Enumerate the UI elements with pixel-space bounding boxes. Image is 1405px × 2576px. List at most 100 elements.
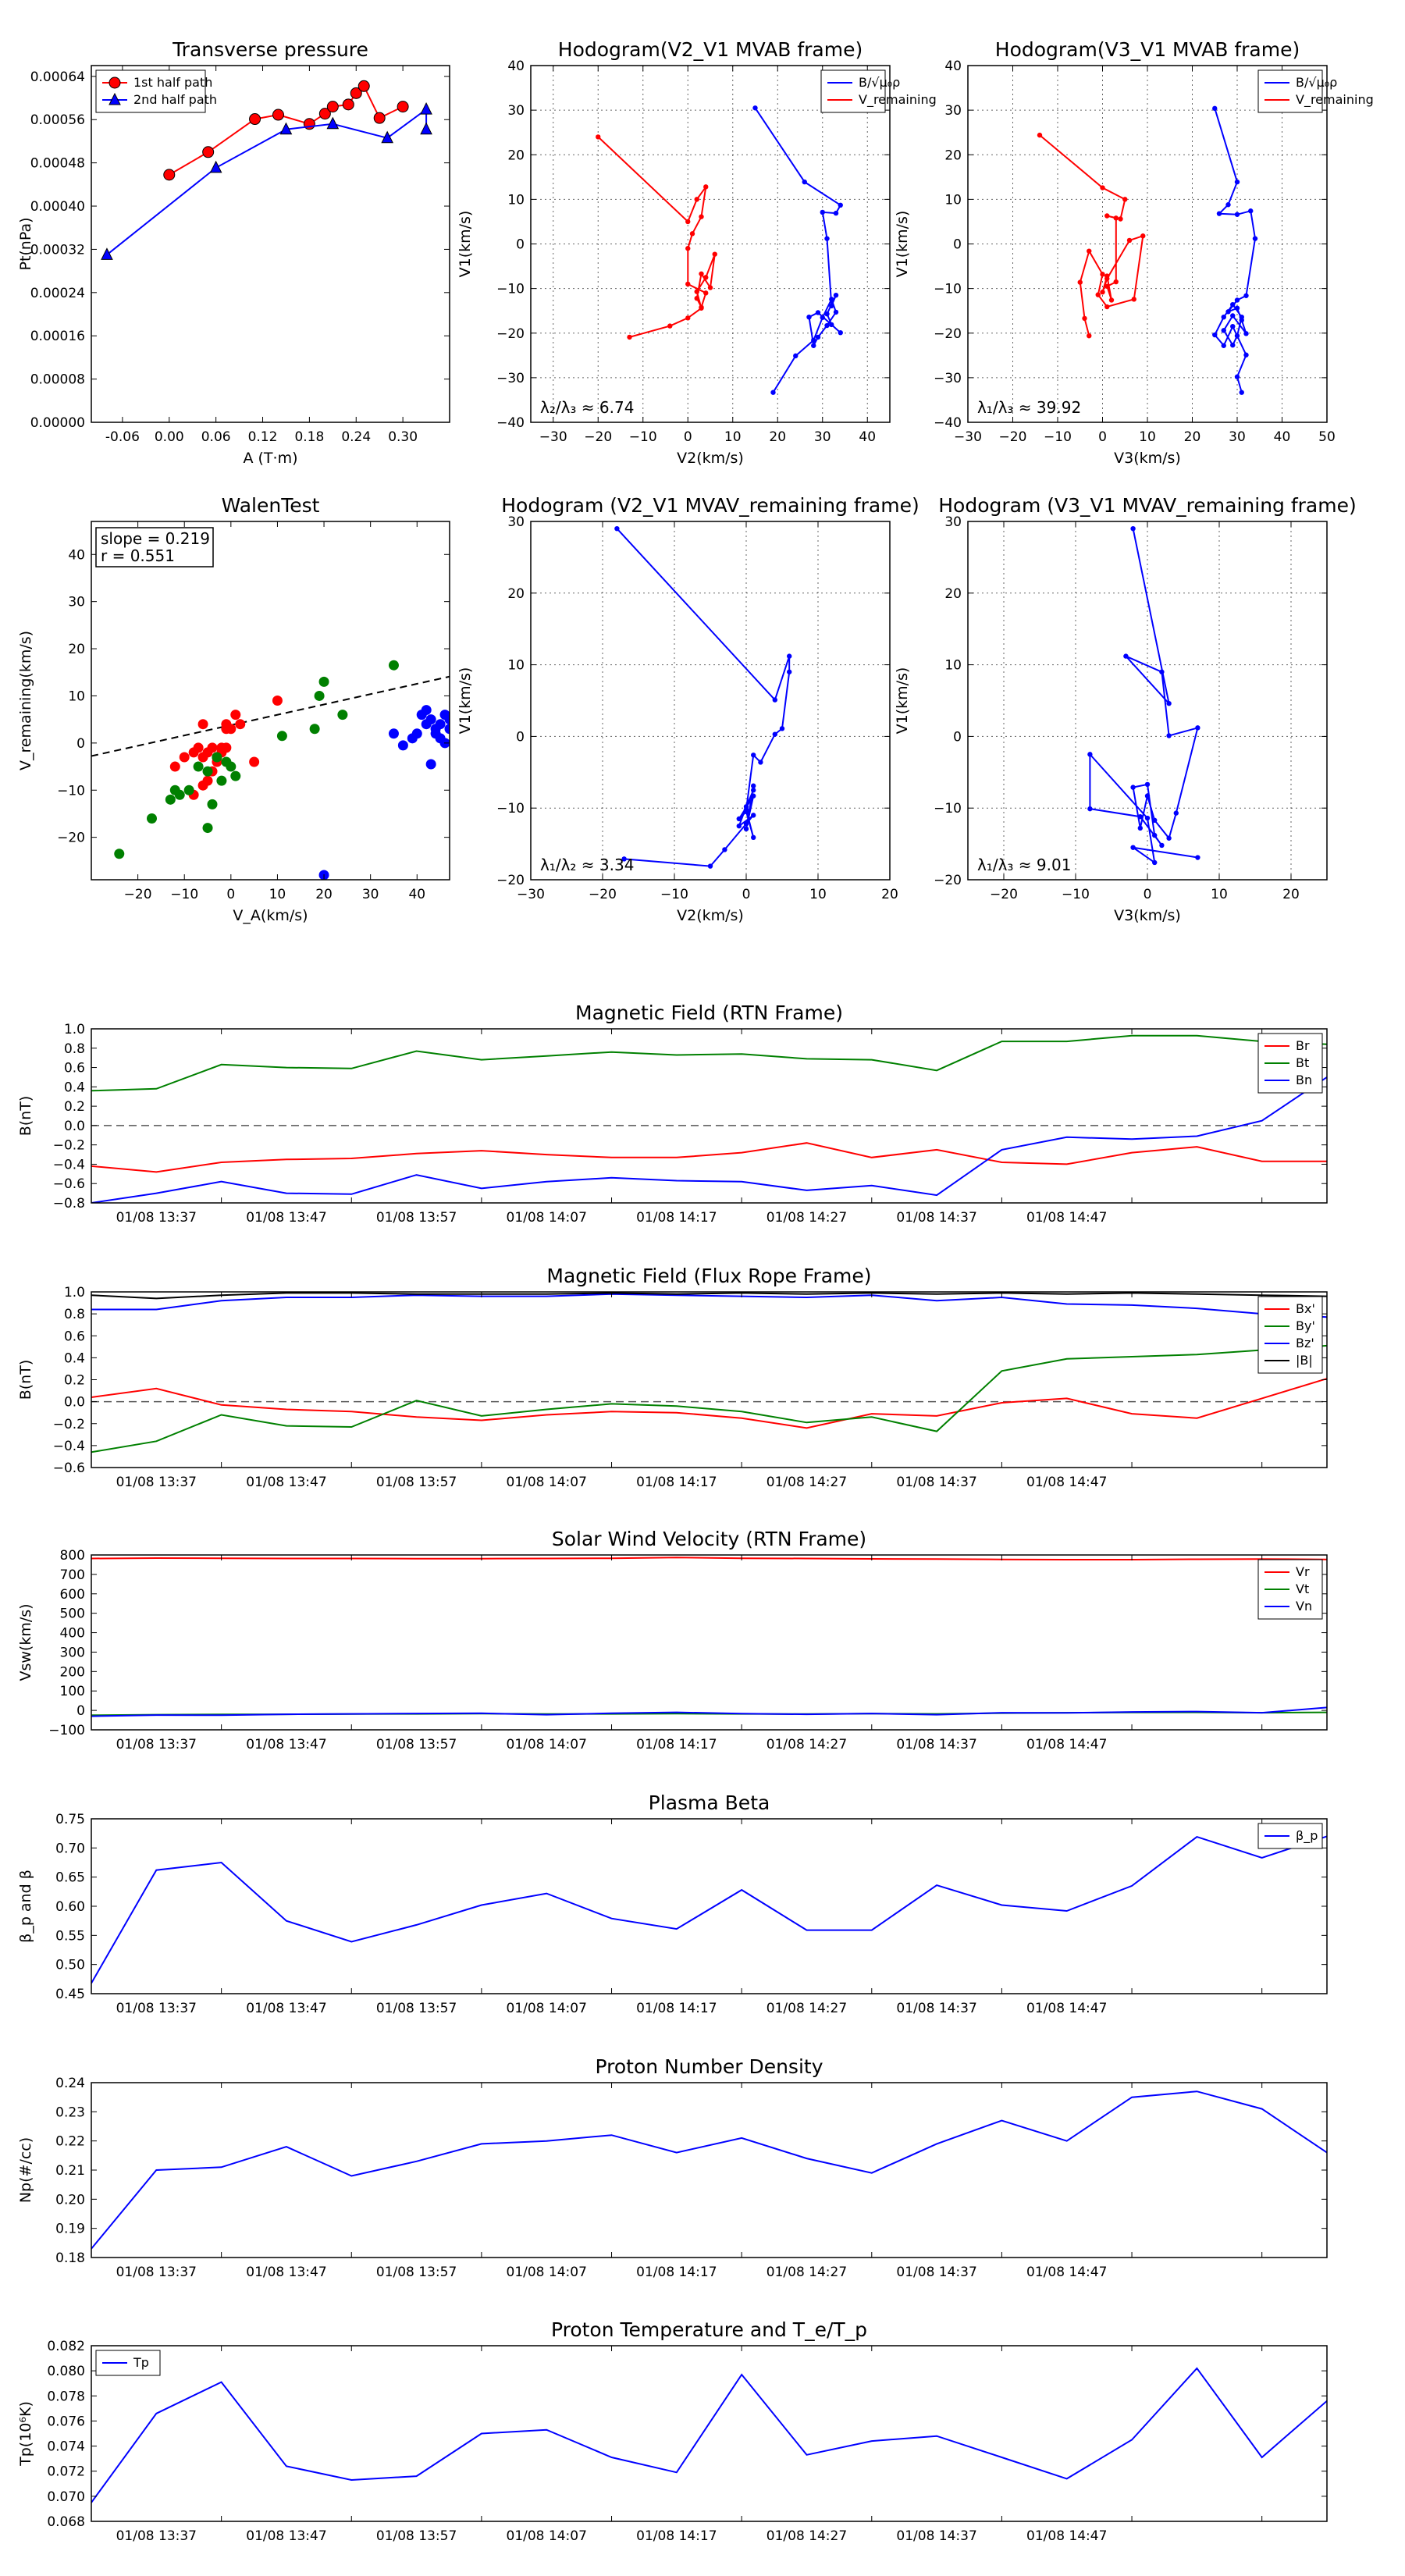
bfr-time-label: 01/08 14:37: [896, 1475, 976, 1490]
h1-series-v-remaining-point: [703, 184, 709, 190]
tp-series-1st-half-path-point: [272, 109, 284, 121]
beta-time-label: 01/08 13:47: [246, 2001, 326, 2016]
np-time-label: 01/08 14:07: [507, 2265, 587, 2280]
walen-series-0-point: [249, 756, 260, 767]
walen-series-2-point: [421, 705, 432, 716]
brtn-legend-label: Br: [1296, 1038, 1310, 1053]
vsw-time-label: 01/08 13:57: [376, 1737, 457, 1752]
brtn-ytick-label: 0.0: [64, 1119, 85, 1134]
bfr-ytick-label: −0.4: [53, 1439, 85, 1454]
tp-series-2nd-half-path-point: [279, 122, 293, 135]
h1-xlabel: V2(km/s): [677, 450, 744, 467]
tpr-axes-frame: [91, 2345, 1328, 2522]
bfr-legend-label: By': [1296, 1318, 1315, 1333]
walen-series-1-point: [226, 761, 237, 772]
h2-xtick-label: 0: [1098, 429, 1107, 445]
beta-time-label: 01/08 14:17: [636, 2001, 717, 2016]
h2-series-v-remaining-point: [1140, 233, 1146, 239]
h3-ytick-label: 20: [507, 586, 525, 602]
walen-xtick-label: 40: [408, 887, 425, 902]
h3-series-0-point: [722, 847, 727, 852]
bfr-series-bx--line: [91, 1378, 1327, 1429]
vsw-time-label: 01/08 13:47: [246, 1737, 326, 1752]
vsw-series-vn-line: [91, 1706, 1327, 1717]
h3-ylabel: V1(km/s): [457, 667, 474, 735]
tp-series-1st-half-path-point: [350, 87, 362, 99]
walen-xlabel: V_A(km/s): [233, 907, 308, 924]
walen-series-1-point: [183, 785, 194, 795]
h2-series-v-remaining-point: [1087, 248, 1092, 254]
h3-series-0-point: [736, 816, 742, 822]
walen-series-0-point: [207, 742, 218, 753]
h2-series-v-remaining-point: [1113, 215, 1119, 221]
tp-ytick-label: 0.00056: [30, 112, 85, 128]
h1-ytick-label: −10: [496, 282, 525, 297]
bfr-ytick-label: 0.6: [64, 1329, 85, 1344]
tpr-ytick-label: 0.074: [47, 2439, 85, 2455]
bfr-time-label: 01/08 14:07: [507, 1475, 587, 1490]
tpr-time-label: 01/08 13:57: [376, 2528, 457, 2544]
h1-series-b--point: [824, 236, 830, 241]
h3-xtick-label: −20: [589, 887, 617, 902]
np-title: Proton Number Density: [596, 2055, 823, 2078]
h2-plot-area: [1037, 105, 1258, 395]
h1-ytick-label: −40: [496, 415, 525, 431]
h1-xtick-label: 0: [684, 429, 692, 445]
beta-time-label: 01/08 13:57: [376, 2001, 457, 2016]
h2-series-b--point: [1234, 374, 1240, 379]
brtn-time-label: 01/08 14:17: [636, 1210, 717, 1226]
walen-ytick-label: 10: [68, 688, 85, 704]
vsw-time-label: 01/08 14:47: [1026, 1737, 1107, 1752]
tp-series-1st-half-path-point: [249, 113, 261, 126]
brtn-series-br-line: [91, 1142, 1327, 1173]
tp-series-2nd-half-path-point: [381, 130, 393, 144]
h2-series-b--point: [1243, 352, 1249, 358]
tp-plot-area: [101, 80, 432, 260]
tp-xtick-label: 0.00: [155, 429, 184, 445]
h2-ytick-label: 30: [944, 103, 962, 119]
bfr-legend-label: Bx': [1296, 1301, 1315, 1316]
walen-axes-frame: [91, 521, 450, 881]
walen-series-1-point: [114, 849, 125, 859]
h2-series-b--point: [1225, 309, 1231, 315]
bfr-ytick-label: 0.2: [64, 1373, 85, 1389]
tpr-title: Proton Temperature and T_e/T_p: [551, 2318, 867, 2341]
walen-series-0-point: [226, 724, 237, 735]
tp-xlabel: A (T·m): [243, 450, 297, 467]
tp-series-2nd-half-path-point: [326, 116, 340, 130]
h1-series-v-remaining-point: [689, 231, 695, 237]
h3-ytick-label: 0: [516, 729, 525, 745]
bfr-time-label: 01/08 13:37: [116, 1475, 197, 1490]
h1-series-b--point: [838, 329, 843, 336]
h4-ylabel: V1(km/s): [894, 667, 911, 735]
h2-series-v-remaining-point: [1095, 292, 1101, 297]
walen-series-1-point: [309, 724, 320, 735]
walen-series-1-point: [318, 676, 329, 687]
h2-xtick-label: −20: [999, 429, 1027, 445]
h3-series-0-point: [751, 834, 756, 841]
h1-series-v-remaining-point: [699, 305, 704, 311]
h3-chart: Hodogram (V2_V1 MVAV_remaining frame) V1(…: [457, 494, 919, 924]
walen-xtick-label: 20: [315, 887, 333, 902]
h2-xtick-label: 50: [1318, 429, 1336, 445]
h2-series-v-remaining-point: [1131, 297, 1136, 302]
h2-series-b--point: [1221, 314, 1226, 320]
h1-series-v-remaining-line: [597, 136, 716, 338]
h2-series-b--point: [1234, 297, 1240, 303]
tpr-ylabel: Tp(10⁶K): [17, 2401, 34, 2467]
h2-title: Hodogram(V3_V1 MVAB frame): [995, 38, 1300, 61]
h4-xtick-label: 20: [1282, 887, 1300, 902]
h3-ytick-label: 10: [507, 658, 525, 674]
h2-series-b--point: [1230, 342, 1236, 348]
h1-ratio-annotation: λ₂/λ₃ ≈ 6.74: [540, 398, 634, 417]
walen-series-1-point: [314, 690, 325, 701]
brtn-legend-label: Bt: [1296, 1055, 1309, 1070]
h3-series-0-point: [707, 863, 713, 869]
h1-series-v-remaining-point: [627, 334, 632, 340]
beta-time-label: 01/08 14:27: [767, 2001, 847, 2016]
h1-series-b--point: [770, 390, 776, 395]
h2-xtick-label: −10: [1044, 429, 1072, 445]
h1-series-v-remaining-point: [667, 323, 673, 329]
h1-series-v-remaining-point: [712, 251, 717, 257]
